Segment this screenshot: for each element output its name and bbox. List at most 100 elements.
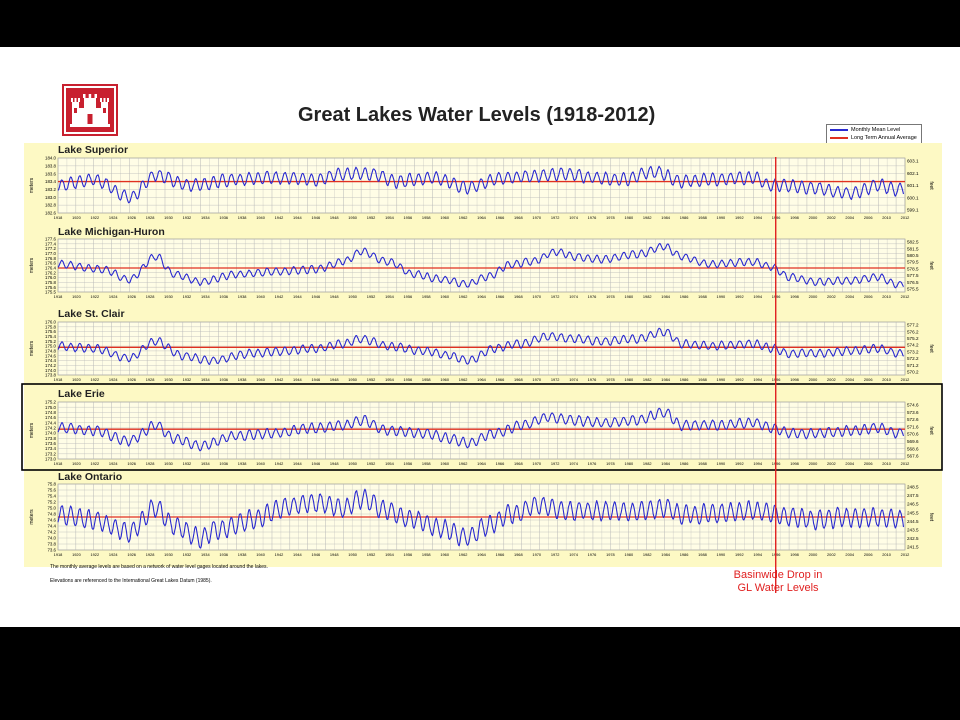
x-tick-label: 1948 <box>330 377 339 382</box>
y-tick-label-right: 572.6 <box>907 417 919 422</box>
x-tick-label: 2004 <box>845 552 854 557</box>
y-tick-label-right: 602.1 <box>907 171 919 176</box>
x-tick-label: 1926 <box>127 552 136 557</box>
x-tick-label: 2000 <box>809 552 818 557</box>
y-tick-label-right: 577.2 <box>907 323 919 328</box>
x-tick-label: 1950 <box>348 461 357 466</box>
x-tick-label: 1940 <box>256 294 265 299</box>
y-tick-label-left: 175.8 <box>45 280 57 285</box>
x-tick-label: 2002 <box>827 461 836 466</box>
highlight-box <box>21 383 943 471</box>
x-tick-label: 1988 <box>698 552 707 557</box>
y-tick-label-left: 74.8 <box>47 512 56 517</box>
x-tick-label: 1986 <box>680 461 689 466</box>
castle-icon <box>64 86 116 134</box>
y-tick-label-right: 581.5 <box>907 246 919 251</box>
legend-item: Long Term Annual Average <box>830 135 917 141</box>
x-tick-label: 1924 <box>109 552 118 557</box>
x-tick-label: 2002 <box>827 294 836 299</box>
y-tick-label-right: 248.5 <box>907 485 919 490</box>
y-tick-label-left: 176.4 <box>45 266 57 271</box>
x-tick-label: 1946 <box>311 215 320 220</box>
x-tick-label: 1932 <box>183 377 192 382</box>
y-tick-label-left: 183.2 <box>45 187 57 192</box>
note-gages: The monthly average levels are based on … <box>50 564 268 570</box>
x-tick-label: 1976 <box>588 461 597 466</box>
y-tick-label-left: 175.2 <box>45 339 57 344</box>
x-tick-label: 1948 <box>330 552 339 557</box>
x-tick-label: 1994 <box>753 294 762 299</box>
basinwide-drop-annotation: Basinwide Drop in GL Water Levels <box>722 569 834 595</box>
y-tick-label-right: 575.2 <box>907 336 919 341</box>
x-tick-label: 1950 <box>348 294 357 299</box>
y-tick-label-right: 600.1 <box>907 195 919 200</box>
x-tick-label: 1964 <box>477 461 486 466</box>
x-tick-label: 2006 <box>864 294 873 299</box>
x-tick-label: 2000 <box>809 294 818 299</box>
y-tick-label-left: 174.8 <box>45 410 57 415</box>
y-tick-label-right: 242.5 <box>907 536 919 541</box>
x-tick-label: 1962 <box>459 294 468 299</box>
y-tick-label-right: 573.2 <box>907 349 919 354</box>
y-tick-label-right: 576.5 <box>907 280 919 285</box>
x-tick-label: 2012 <box>901 215 910 220</box>
y-tick-label-right: 244.5 <box>907 519 919 524</box>
y-tick-label-right: 568.6 <box>907 446 919 451</box>
x-tick-label: 1928 <box>146 552 155 557</box>
x-tick-label: 1958 <box>422 377 431 382</box>
y-tick-label-left: 183.6 <box>45 171 57 176</box>
x-tick-label: 1976 <box>588 377 597 382</box>
y-tick-label-left: 182.6 <box>45 211 57 216</box>
plot-area <box>57 238 906 293</box>
y-tick-label-left: 173.0 <box>45 457 57 462</box>
x-tick-label: 1922 <box>90 215 99 220</box>
x-tick-label: 1950 <box>348 552 357 557</box>
x-tick-label: 1966 <box>496 294 505 299</box>
series-line-monthly-mean <box>57 327 904 365</box>
x-tick-label: 1968 <box>514 552 523 557</box>
x-tick-label: 1932 <box>183 215 192 220</box>
y-tick-label-left: 173.8 <box>45 373 57 378</box>
y-tick-label-left: 183.8 <box>45 163 57 168</box>
x-tick-label: 1962 <box>459 215 468 220</box>
x-tick-label: 1988 <box>698 377 707 382</box>
x-tick-label: 1962 <box>459 377 468 382</box>
x-tick-label: 1982 <box>643 215 652 220</box>
x-tick-label: 1970 <box>532 461 541 466</box>
x-tick-label: 1954 <box>385 552 394 557</box>
x-tick-label: 1948 <box>330 461 339 466</box>
x-tick-label: 1952 <box>367 461 376 466</box>
x-tick-label: 1990 <box>717 215 726 220</box>
x-tick-label: 1940 <box>256 461 265 466</box>
legend-item: Monthly Mean Level <box>830 127 900 133</box>
x-tick-label: 1946 <box>311 552 320 557</box>
x-tick-label: 1920 <box>72 294 81 299</box>
x-tick-label: 2012 <box>901 461 910 466</box>
panel-title: Lake Michigan-Huron <box>58 226 165 238</box>
x-tick-label: 1944 <box>293 215 302 220</box>
x-tick-label: 1998 <box>790 552 799 557</box>
x-tick-label: 1976 <box>588 294 597 299</box>
x-tick-label: 1930 <box>164 215 173 220</box>
x-tick-label: 1984 <box>661 215 670 220</box>
x-tick-label: 1980 <box>624 461 633 466</box>
panel-title: Lake Erie <box>58 388 105 400</box>
y-tick-label-left: 75.6 <box>47 488 56 493</box>
x-tick-label: 2002 <box>827 552 836 557</box>
x-tick-label: 1930 <box>164 552 173 557</box>
y-tick-label-left: 176.6 <box>45 261 57 266</box>
x-tick-label: 1954 <box>385 215 394 220</box>
x-tick-label: 1988 <box>698 215 707 220</box>
x-tick-label: 1942 <box>275 294 284 299</box>
x-tick-label: 2010 <box>882 377 891 382</box>
x-tick-label: 1994 <box>753 215 762 220</box>
y-tick-label-right: 573.6 <box>907 410 919 415</box>
y-tick-label-left: 173.6 <box>45 441 57 446</box>
y-tick-label-right: 571.2 <box>907 363 919 368</box>
x-tick-label: 1944 <box>293 294 302 299</box>
x-tick-label: 1950 <box>348 215 357 220</box>
y-axis-label-right: feet <box>928 344 934 353</box>
x-tick-label: 1964 <box>477 215 486 220</box>
x-tick-label: 1972 <box>551 377 560 382</box>
x-tick-label: 2004 <box>845 377 854 382</box>
